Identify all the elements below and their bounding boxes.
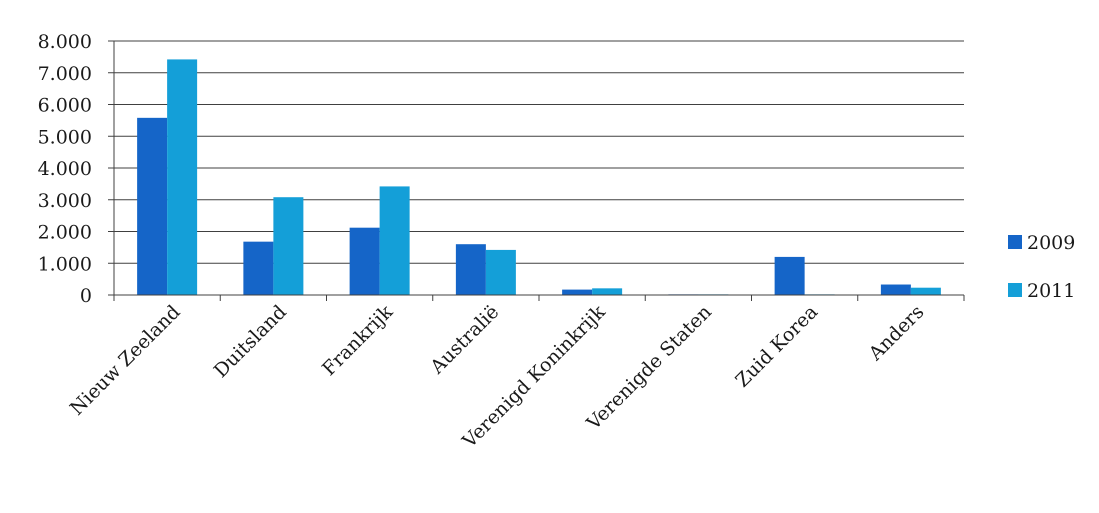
bar-2009-2 xyxy=(349,227,380,295)
y-tick-label: 0 xyxy=(80,285,92,307)
x-category-label: Nieuw Zeeland xyxy=(66,301,185,420)
y-tick-label: 7.000 xyxy=(38,63,92,85)
gridlines xyxy=(114,40,964,264)
x-category-label: Duitsland xyxy=(210,301,291,382)
y-tick-label: 8.000 xyxy=(38,31,92,53)
bar-2011-2 xyxy=(379,186,410,295)
y-tick-label: 5.000 xyxy=(38,126,92,148)
y-tick-label: 1.000 xyxy=(38,253,92,275)
legend-label-2011: 2011 xyxy=(1027,280,1075,302)
y-tick-labels: 0 1.000 2.000 3.000 4.000 5.000 6.000 7.000 8.00… xyxy=(38,31,92,307)
x-category-labels: Nieuw Zeeland Duitsland Frankrijk Australië… xyxy=(66,301,929,453)
bar-2009-3 xyxy=(455,244,486,295)
bar-2011-3 xyxy=(485,249,516,295)
bar-2011-1 xyxy=(273,197,304,295)
bar-2009-1 xyxy=(243,241,274,295)
bar-2009-7 xyxy=(880,284,911,295)
legend-swatch-2009 xyxy=(1008,235,1022,249)
x-category-label: Frankrijk xyxy=(318,301,397,380)
legend-swatch-2011 xyxy=(1008,283,1022,297)
x-category-label: Anders xyxy=(864,301,928,365)
y-tick-label: 2.000 xyxy=(38,222,92,244)
y-tick-label: 3.000 xyxy=(38,190,92,212)
bar-2009-4 xyxy=(562,289,593,295)
axes xyxy=(108,40,965,301)
bar-2011-7 xyxy=(910,287,941,295)
legend: 2009 2011 xyxy=(1008,232,1075,302)
bar-2011-4 xyxy=(592,288,623,295)
bars xyxy=(137,59,941,296)
bar-2009-0 xyxy=(137,117,168,296)
bar-2009-6 xyxy=(774,256,805,295)
x-category-label: Australië xyxy=(426,301,504,379)
bar-2011-0 xyxy=(167,59,198,295)
x-category-label: Zuid Korea xyxy=(731,301,822,392)
legend-label-2009: 2009 xyxy=(1027,232,1075,254)
y-tick-label: 4.000 xyxy=(38,158,92,180)
y-tick-label: 6.000 xyxy=(38,95,92,117)
